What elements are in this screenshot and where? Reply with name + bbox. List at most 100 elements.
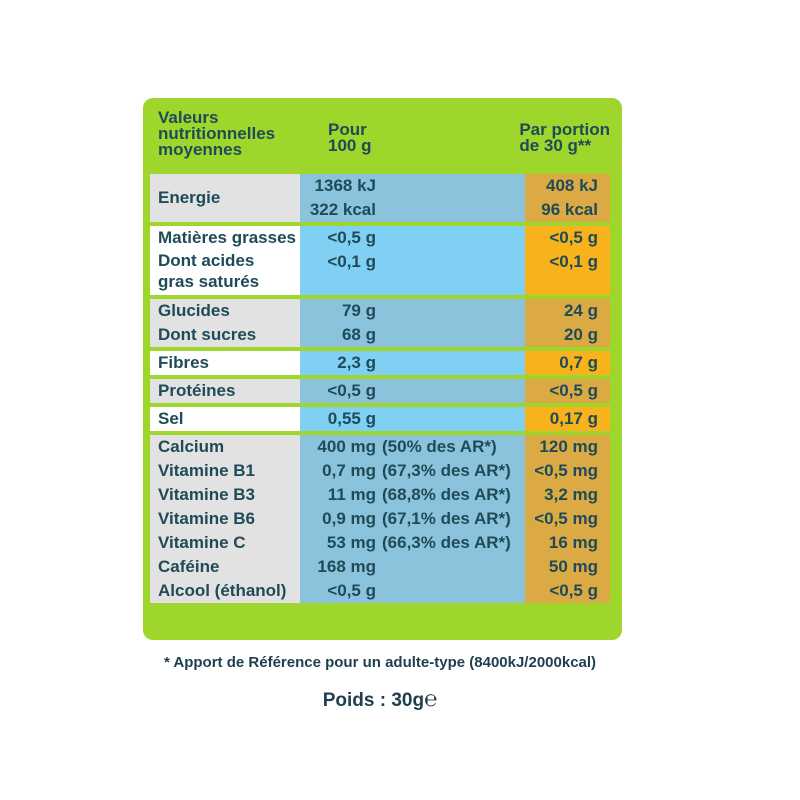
per-100g-line: <0,5 g [300, 226, 525, 250]
weight: Poids : 30g℮ [0, 686, 760, 712]
per-100g-cell: 1368 kJ 322 kcal [300, 174, 525, 222]
per-100g-cell: 2,3 g [300, 351, 525, 375]
per-100g-line: 0,55 g [300, 407, 525, 431]
nutrition-table: Energie 1368 kJ 322 kcal 408 kJ 96 kcal Matiè… [150, 172, 610, 605]
per-100g-cell: 0,55 g [300, 407, 525, 431]
label-cell: Glucides Dont sucres [150, 299, 300, 347]
per-100g-value: 0,9 mg [322, 509, 376, 528]
table-group: Matières grasses Dont acides gras saturés… [150, 224, 610, 297]
per-100g-cell: 79 g 68 g [300, 299, 525, 347]
label-cell: Sel [150, 407, 300, 431]
label-cell: Energie [150, 174, 300, 222]
row-label: Vitamine B3 [158, 485, 256, 504]
row-label: Protéines [158, 381, 236, 400]
per-portion-value: 0,7 g [559, 353, 598, 372]
row-label: Vitamine C [158, 533, 246, 552]
per-100g-value: <0,1 g [327, 252, 376, 271]
per-100g-value: 2,3 g [337, 353, 376, 372]
table-group: Energie 1368 kJ 322 kcal 408 kJ 96 kcal [150, 172, 610, 224]
per-portion-value: <0,5 g [549, 381, 598, 400]
per-100g-line: 168 mg [300, 555, 525, 579]
per-100g-value: 322 kcal [309, 200, 376, 219]
reference-intake: (66,3% des AR*) [382, 533, 511, 552]
table-group: Protéines <0,5 g <0,5 g [150, 377, 610, 405]
per-portion-value: 3,2 mg [544, 485, 598, 504]
per-100g-line: 322 kcal [300, 198, 525, 222]
per-100g-line: 68 g [300, 323, 525, 347]
per-portion-cell: <0,5 g <0,1 g [525, 226, 610, 295]
per-portion-cell: 120 mg <0,5 mg 3,2 mg <0,5 mg 16 mg 50 mg <0,5… [525, 435, 610, 603]
per-100g-line: <0,5 g [300, 379, 525, 403]
label-cell: Calcium Vitamine B1 Vitamine B3 Vitamine B6… [150, 435, 300, 603]
label-cell: Matières grasses Dont acides gras saturés [150, 226, 300, 295]
header-100g: Pour 100 g [328, 120, 372, 155]
header-portion: Par portion de 30 g** [519, 120, 610, 155]
reference-intake: (67,3% des AR*) [382, 461, 511, 480]
per-100g-value: 168 mg [317, 557, 376, 576]
per-portion-value: 96 kcal [541, 200, 598, 219]
header-label: Valeurs nutritionnelles moyennes [158, 108, 276, 159]
per-portion-value: 120 mg [539, 437, 598, 456]
per-portion-cell: 0,17 g [525, 407, 610, 431]
row-label: Caféine [158, 557, 220, 576]
per-portion-value: <0,1 g [549, 252, 598, 271]
row-label: Dont sucres [158, 325, 257, 344]
per-portion-cell: 24 g 20 g [525, 299, 610, 347]
row-label: Fibres [158, 353, 210, 372]
row-label: Vitamine B1 [158, 461, 256, 480]
row-label: Calcium [158, 437, 225, 456]
per-portion-value: 50 mg [548, 557, 598, 576]
per-100g-cell: <0,5 g <0,1 g [300, 226, 525, 295]
per-100g-value: <0,5 g [327, 381, 376, 400]
per-portion-cell: 408 kJ 96 kcal [525, 174, 610, 222]
per-100g-line: 0,7 mg (67,3% des AR*) [300, 459, 525, 483]
per-portion-value: 0,17 g [549, 409, 598, 428]
per-100g-value: 79 g [341, 301, 376, 320]
reference-intake: (67,1% des AR*) [382, 509, 511, 528]
per-100g-line: <0,5 g [300, 579, 525, 603]
per-100g-cell: 400 mg (50% des AR*) 0,7 mg (67,3% des AR*)… [300, 435, 525, 603]
per-100g-value: 400 mg [317, 437, 376, 456]
table-group: Sel 0,55 g 0,17 g [150, 405, 610, 433]
row-label: Glucides [158, 301, 230, 320]
per-100g-line: 79 g [300, 299, 525, 323]
per-100g-line: 400 mg (50% des AR*) [300, 435, 525, 459]
per-100g-value: <0,5 g [327, 581, 376, 600]
table-group: Glucides Dont sucres 79 g 68 g 24 g 20 g [150, 297, 610, 349]
label-cell: Protéines [150, 379, 300, 403]
weight-text: Poids : 30g [322, 690, 425, 711]
row-label: Alcool (éthanol) [158, 581, 287, 600]
per-portion-value: <0,5 mg [534, 509, 598, 528]
per-portion-value: 408 kJ [546, 176, 598, 195]
per-portion-value: <0,5 mg [534, 461, 598, 480]
per-100g-line: <0,1 g [300, 250, 525, 295]
per-100g-value: <0,5 g [327, 228, 376, 247]
per-100g-value: 53 mg [326, 533, 376, 552]
table-group: Calcium Vitamine B1 Vitamine B3 Vitamine B6… [150, 433, 610, 605]
per-100g-line: 2,3 g [300, 351, 525, 375]
per-portion-value: <0,5 g [549, 581, 598, 600]
per-100g-value: 0,7 mg [322, 461, 376, 480]
table-group: Fibres 2,3 g 0,7 g [150, 349, 610, 377]
per-100g-value: 0,55 g [327, 409, 376, 428]
label-cell: Fibres [150, 351, 300, 375]
per-100g-line: 0,9 mg (67,1% des AR*) [300, 507, 525, 531]
estimated-sign: ℮ [424, 686, 438, 711]
row-label: Energie [158, 188, 221, 207]
reference-intake: (68,8% des AR*) [382, 485, 511, 504]
reference-intake: (50% des AR*) [382, 437, 497, 456]
per-100g-value: 68 g [341, 325, 376, 344]
footnote: * Apport de Référence pour un adulte-typ… [163, 654, 597, 671]
per-portion-value: 16 mg [548, 533, 598, 552]
per-portion-value: 20 g [563, 325, 598, 344]
per-100g-value: 1368 kJ [314, 176, 376, 195]
nutrition-panel: Valeurs nutritionnelles moyennes Pour 10… [143, 98, 622, 640]
row-label: Vitamine B6 [158, 509, 256, 528]
per-100g-value: 11 mg [327, 485, 376, 504]
per-100g-line: 11 mg (68,8% des AR*) [300, 483, 525, 507]
per-portion-cell: <0,5 g [525, 379, 610, 403]
row-label: Dont acides gras saturés [158, 251, 260, 291]
per-portion-cell: 0,7 g [525, 351, 610, 375]
per-100g-cell: <0,5 g [300, 379, 525, 403]
